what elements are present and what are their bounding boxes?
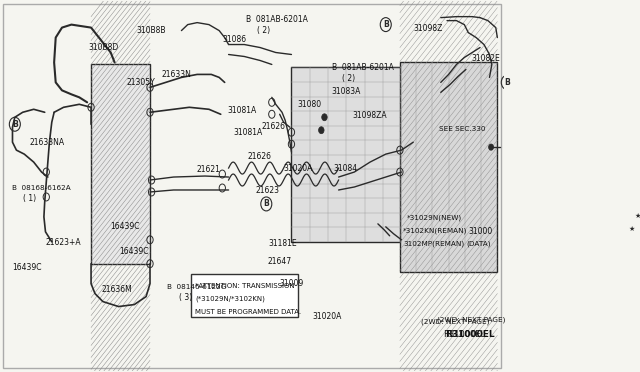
Text: 21623: 21623 — [256, 186, 280, 195]
Text: 16439C: 16439C — [119, 247, 148, 256]
Text: 31081A: 31081A — [233, 128, 262, 137]
Text: 21621: 21621 — [197, 165, 221, 174]
Text: 16439C: 16439C — [12, 263, 41, 272]
Text: 310B8B: 310B8B — [136, 26, 166, 35]
Text: ( 3): ( 3) — [179, 294, 193, 302]
Text: B  08146-6122G: B 08146-6122G — [166, 284, 226, 290]
Text: 31080: 31080 — [298, 100, 321, 109]
Text: 31082E: 31082E — [471, 54, 500, 62]
Text: 310B8D: 310B8D — [89, 42, 119, 51]
Bar — [91, 64, 150, 264]
Text: B: B — [264, 199, 269, 208]
Text: B: B — [383, 20, 388, 29]
Text: ★: ★ — [635, 213, 640, 219]
Text: SEE SEC.330: SEE SEC.330 — [439, 126, 486, 132]
Text: (DATA): (DATA) — [466, 240, 490, 247]
Bar — [291, 67, 401, 242]
Text: MUST BE PROGRAMMED DATA.: MUST BE PROGRAMMED DATA. — [195, 309, 301, 315]
Text: *31029N(NEW): *31029N(NEW) — [407, 214, 462, 221]
Text: 31086: 31086 — [222, 35, 246, 44]
Text: 31083A: 31083A — [332, 87, 361, 96]
Text: 21636M: 21636M — [101, 285, 132, 294]
Text: 31181E: 31181E — [268, 239, 297, 248]
Text: 31020A: 31020A — [312, 312, 342, 321]
Text: ( 2): ( 2) — [342, 74, 355, 83]
Text: 31000: 31000 — [468, 227, 493, 236]
Text: 21633N: 21633N — [162, 70, 191, 79]
Text: 16439C: 16439C — [110, 221, 140, 231]
Text: ★: ★ — [628, 226, 635, 232]
Text: B  081AB-6201A: B 081AB-6201A — [332, 63, 394, 72]
Text: 31098Z: 31098Z — [413, 24, 442, 33]
Text: 21305Y: 21305Y — [127, 78, 155, 87]
Text: 21647: 21647 — [268, 257, 291, 266]
Text: 3102MP(REMAN): 3102MP(REMAN) — [403, 240, 464, 247]
Circle shape — [322, 114, 327, 121]
Text: 21626: 21626 — [261, 122, 285, 131]
FancyBboxPatch shape — [191, 274, 298, 317]
Text: 31081A: 31081A — [227, 106, 256, 115]
Text: *ATTENTION: TRANSMISSION: *ATTENTION: TRANSMISSION — [195, 283, 294, 289]
Text: R31000EL: R31000EL — [445, 330, 494, 339]
Text: 31020A: 31020A — [284, 164, 313, 173]
Text: 31009: 31009 — [280, 279, 304, 288]
Text: 31098ZA: 31098ZA — [353, 111, 387, 120]
Text: B  081AB-6201A: B 081AB-6201A — [246, 15, 308, 24]
Circle shape — [489, 144, 493, 150]
Bar — [400, 62, 497, 272]
Text: (2WD: NEXT PAGE): (2WD: NEXT PAGE) — [437, 316, 505, 323]
Text: 21623+A: 21623+A — [46, 238, 81, 247]
Circle shape — [319, 127, 324, 134]
Text: B: B — [504, 78, 509, 87]
Text: 21633NA: 21633NA — [30, 138, 65, 147]
Text: 21626: 21626 — [247, 152, 271, 161]
Text: 31084: 31084 — [333, 164, 358, 173]
Text: B  08168-6162A: B 08168-6162A — [12, 185, 70, 191]
Text: ( 2): ( 2) — [257, 26, 270, 35]
Text: (*31029N/*3102KN): (*31029N/*3102KN) — [195, 296, 265, 302]
Text: R31000EL: R31000EL — [444, 330, 485, 340]
Text: B: B — [12, 120, 18, 129]
Text: ( 1): ( 1) — [23, 195, 36, 203]
Text: *3102KN(REMAN): *3102KN(REMAN) — [403, 228, 467, 234]
Text: (2WD: NEXT PAGE): (2WD: NEXT PAGE) — [420, 318, 489, 324]
